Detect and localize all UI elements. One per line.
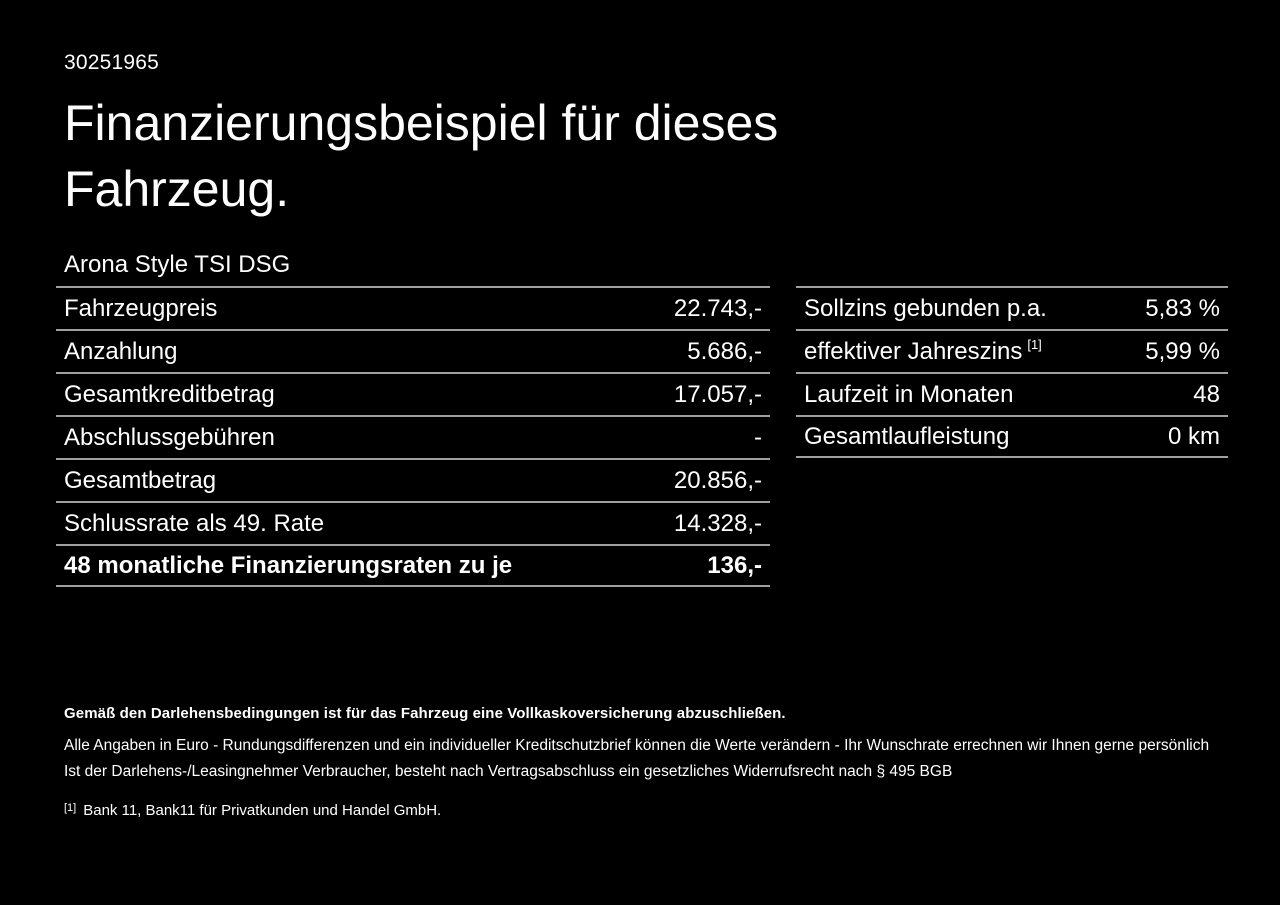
row-label: Gesamtkreditbetrag (64, 380, 275, 408)
table-row: Sollzins gebunden p.a. 5,83 % (796, 286, 1228, 329)
table-row: Gesamtlaufleistung 0 km (796, 415, 1228, 458)
table-row-monthly-rate: 48 monatliche Finanzierungsraten zu je 1… (56, 544, 770, 587)
row-value: 14.328,- (673, 509, 762, 537)
row-label: Laufzeit in Monaten (804, 380, 1014, 408)
row-value: 0 km (1167, 422, 1220, 450)
tables-section: Arona Style TSI DSG Fahrzeugpreis 22.743… (56, 244, 1240, 587)
row-value: - (754, 423, 762, 451)
row-label: Abschlussgebühren (64, 423, 275, 451)
spacer (796, 244, 1228, 286)
row-label: Gesamtbetrag (64, 466, 217, 494)
row-value: 22.743,- (673, 294, 762, 322)
table-row: Anzahlung 5.686,- (56, 329, 770, 372)
row-label-text: effektiver Jahreszins (804, 338, 1023, 365)
row-value: 48 (1193, 380, 1220, 408)
row-value: 5,99 % (1145, 337, 1220, 365)
row-label: Gesamtlaufleistung (804, 422, 1010, 450)
row-value: 17.057,- (673, 380, 762, 408)
row-value: 5.686,- (687, 337, 762, 365)
row-value: 5,83 % (1145, 294, 1220, 322)
finance-column: Arona Style TSI DSG Fahrzeugpreis 22.743… (56, 244, 770, 587)
table-row: Gesamtkreditbetrag 17.057,- (56, 372, 770, 415)
row-value: 136,- (707, 551, 762, 579)
legal-footer: Gemäß den Darlehensbedingungen ist für d… (56, 703, 1240, 822)
row-label: Anzahlung (64, 337, 178, 365)
footnote-text: Bank 11, Bank11 für Privatkunden und Han… (83, 802, 442, 819)
offer-id: 30251965 (64, 51, 160, 74)
row-label: Sollzins gebunden p.a. (804, 294, 1047, 322)
page-title: Finanzierungsbeispiel für dieses Fahrzeu… (64, 95, 779, 217)
table-row: effektiver Jahreszins [1] 5,99 % (796, 329, 1228, 372)
finance-table: Fahrzeugpreis 22.743,- Anzahlung 5.686,-… (56, 286, 770, 587)
table-row: Laufzeit in Monaten 48 (796, 372, 1228, 415)
vehicle-model: Arona Style TSI DSG (64, 251, 291, 278)
table-row: Fahrzeugpreis 22.743,- (56, 286, 770, 329)
row-label: Schlussrate als 49. Rate (64, 509, 325, 537)
disclaimer-line: Ist der Darlehens-/Leasingnehmer Verbrau… (64, 763, 953, 780)
table-row: Abschlussgebühren - (56, 415, 770, 458)
table-row: Gesamtbetrag 20.856,- (56, 458, 770, 501)
table-row: Schlussrate als 49. Rate 14.328,- (56, 501, 770, 544)
document-body: 30251965 Finanzierungsbeispiel für diese… (56, 51, 1240, 822)
footnote-marker: [1] (1027, 337, 1042, 352)
row-label: 48 monatliche Finanzierungsraten zu je (64, 551, 513, 579)
conditions-column: Sollzins gebunden p.a. 5,83 % effektiver… (796, 244, 1228, 458)
disclaimer-line: Alle Angaben in Euro - Rundungsdifferenz… (64, 737, 1210, 754)
row-label: Fahrzeugpreis (64, 294, 218, 322)
footnote-marker: [1] (64, 802, 77, 814)
bank-footnote: [1] Bank 11, Bank11 für Privatkunden und … (64, 797, 1240, 822)
row-value: 20.856,- (673, 466, 762, 494)
conditions-table: Sollzins gebunden p.a. 5,83 % effektiver… (796, 286, 1228, 458)
row-label: effektiver Jahreszins [1] (796, 337, 1042, 366)
insurance-note: Gemäß den Darlehensbedingungen ist für d… (64, 705, 786, 722)
